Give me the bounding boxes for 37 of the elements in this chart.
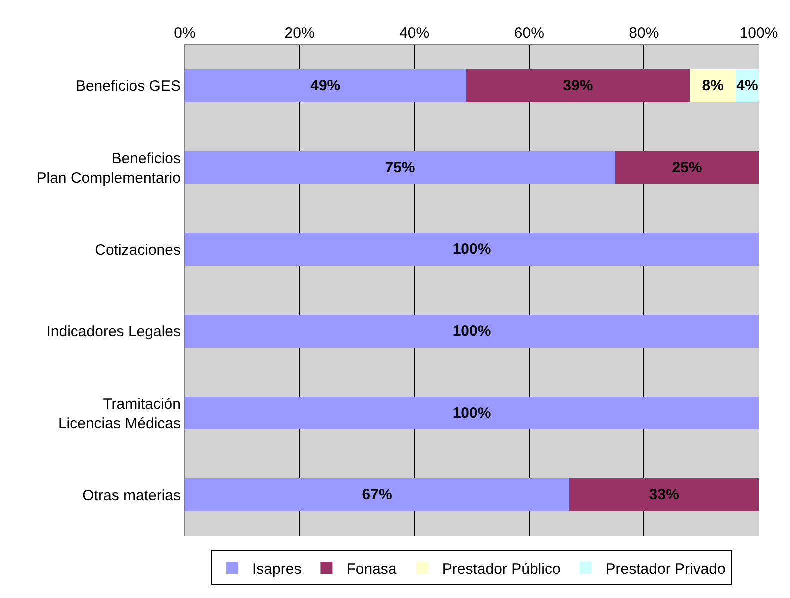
legend-label: Fonasa: [346, 560, 398, 578]
y-tick-label: Tramitación Licencias Médicas: [58, 396, 181, 432]
y-tick-label: Beneficios Plan Complementario: [36, 150, 181, 187]
y-tick-label: Cotizaciones: [95, 242, 181, 259]
bar: [616, 151, 759, 184]
x-tick-label: 100%: [740, 25, 778, 42]
bar: [690, 70, 736, 102]
bar: [185, 151, 616, 184]
data-label: 39%: [563, 77, 594, 94]
bar: [466, 70, 690, 102]
bar: [185, 396, 759, 430]
data-label: 33%: [649, 486, 680, 504]
data-label: 67%: [362, 486, 392, 504]
bar: [185, 70, 466, 102]
legend-label: Prestador Privado: [606, 560, 726, 578]
x-tick-label: 40%: [400, 25, 430, 42]
legend-label: Prestador Público: [442, 560, 561, 578]
data-label: 100%: [452, 241, 492, 258]
data-label: 100%: [452, 322, 492, 340]
x-tick-label: 20%: [284, 25, 315, 42]
legend-label: Isapres: [252, 560, 302, 578]
x-tick-label: 80%: [629, 25, 660, 42]
y-tick-label: Otras materias: [82, 487, 181, 504]
bar: [185, 478, 570, 512]
data-label: 25%: [672, 159, 702, 176]
data-label: 4%: [736, 77, 758, 94]
data-label: 8%: [702, 77, 724, 94]
y-tick-label: Indicadores Legales: [46, 324, 181, 341]
y-tick-label: Beneficios GES: [76, 78, 181, 96]
x-tick-label: 0%: [174, 25, 196, 42]
data-label: 100%: [452, 404, 492, 422]
data-label: 75%: [385, 159, 416, 176]
x-tick-label: 60%: [514, 25, 544, 42]
bar: [185, 315, 759, 348]
bar: [570, 478, 759, 512]
data-label: 49%: [310, 77, 341, 94]
bar: [185, 233, 759, 266]
